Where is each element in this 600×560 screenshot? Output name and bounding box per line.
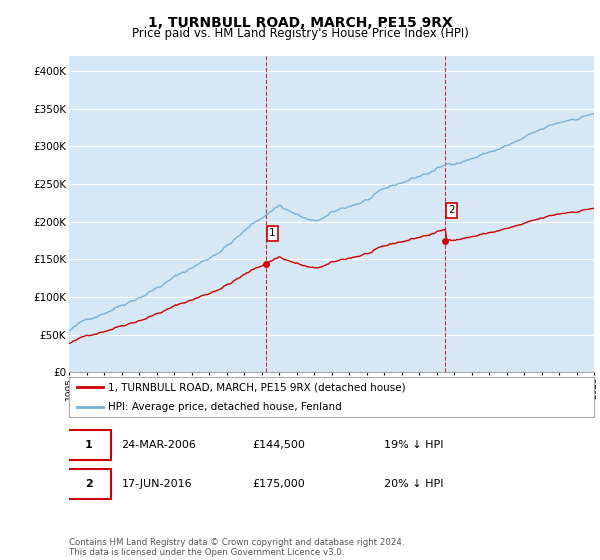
Text: HPI: Average price, detached house, Fenland: HPI: Average price, detached house, Fenl… xyxy=(109,402,342,412)
FancyBboxPatch shape xyxy=(67,469,111,499)
Text: 1: 1 xyxy=(85,440,93,450)
Text: 19% ↓ HPI: 19% ↓ HPI xyxy=(384,440,443,450)
Text: 24-MAR-2006: 24-MAR-2006 xyxy=(121,440,196,450)
Text: £144,500: £144,500 xyxy=(253,440,305,450)
Text: Price paid vs. HM Land Registry's House Price Index (HPI): Price paid vs. HM Land Registry's House … xyxy=(131,27,469,40)
Text: 2: 2 xyxy=(448,206,455,216)
Text: 2: 2 xyxy=(85,479,93,489)
Text: 1, TURNBULL ROAD, MARCH, PE15 9RX: 1, TURNBULL ROAD, MARCH, PE15 9RX xyxy=(148,16,452,30)
Text: Contains HM Land Registry data © Crown copyright and database right 2024.
This d: Contains HM Land Registry data © Crown c… xyxy=(69,538,404,557)
Text: 20% ↓ HPI: 20% ↓ HPI xyxy=(384,479,443,489)
Text: £175,000: £175,000 xyxy=(253,479,305,489)
FancyBboxPatch shape xyxy=(67,430,111,460)
Text: 1, TURNBULL ROAD, MARCH, PE15 9RX (detached house): 1, TURNBULL ROAD, MARCH, PE15 9RX (detac… xyxy=(109,382,406,393)
Text: 1: 1 xyxy=(269,228,276,239)
Text: 17-JUN-2016: 17-JUN-2016 xyxy=(121,479,192,489)
